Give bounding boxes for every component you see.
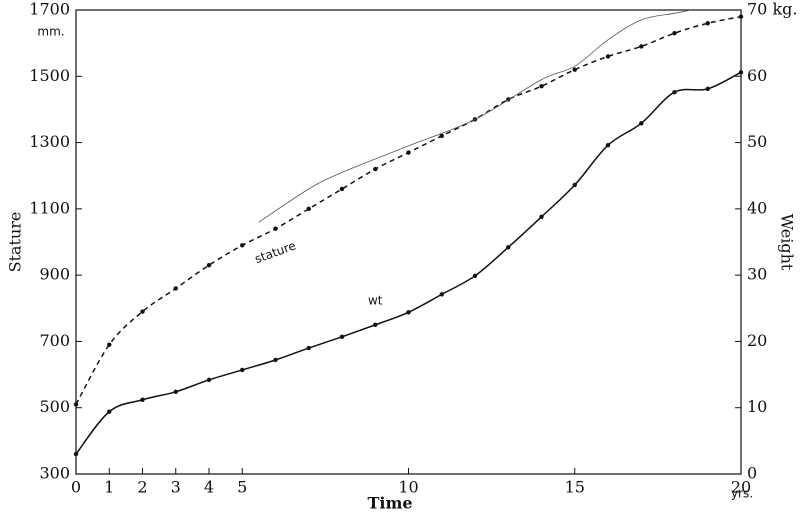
- y2-tick-label: 0: [747, 464, 757, 483]
- x-tick-label: 0: [71, 478, 81, 497]
- y-unit: mm.: [37, 25, 64, 39]
- data-point: [738, 70, 744, 75]
- data-point: [639, 121, 644, 126]
- series-line: [75, 15, 742, 405]
- data-point: [672, 89, 677, 95]
- data-point: [539, 214, 544, 220]
- data-point: [240, 243, 245, 248]
- x-tick-label: 20: [731, 478, 751, 497]
- data-point: [107, 342, 112, 347]
- data-point: [240, 367, 245, 373]
- data-point: [140, 309, 145, 314]
- data-point: [73, 451, 79, 457]
- series-line: [258, 9, 692, 223]
- data-point: [439, 292, 444, 297]
- x-tick-label: 10: [398, 478, 418, 497]
- series-label: wt: [368, 293, 383, 307]
- data-point: [339, 186, 345, 192]
- y2-tick-label: 10: [747, 397, 767, 416]
- data-point: [406, 150, 411, 155]
- data-point: [273, 226, 278, 231]
- data-point: [206, 263, 212, 268]
- x-tick-label: 2: [137, 478, 147, 497]
- data-point: [306, 345, 311, 351]
- plot-frame: [75, 9, 742, 475]
- data-point: [206, 377, 212, 383]
- data-point: [273, 357, 278, 363]
- x-tick-label: 1: [104, 478, 114, 497]
- data-point: [472, 273, 478, 279]
- y-tick-label: 1300: [29, 132, 70, 151]
- data-point: [672, 31, 677, 36]
- y-tick-label: 1500: [29, 66, 70, 85]
- data-point: [339, 334, 345, 339]
- y2-axis-label: Weight: [778, 214, 797, 271]
- y2-tick-label: 20: [747, 331, 767, 350]
- data-point: [539, 84, 544, 89]
- y2-tick-label: 70 kg.: [747, 0, 797, 19]
- data-point: [306, 206, 311, 212]
- x-unit: yrs.: [731, 487, 753, 501]
- data-point: [639, 44, 644, 49]
- data-point: [705, 21, 710, 26]
- data-point: [373, 166, 378, 172]
- data-point: [373, 322, 378, 328]
- data-point: [140, 397, 145, 402]
- y-axis-label: Stature: [6, 212, 25, 273]
- y2-tick-label: 60: [747, 66, 767, 85]
- series-line: [75, 71, 742, 455]
- data-point: [406, 310, 411, 315]
- y-tick-label: 500: [39, 397, 70, 416]
- y-tick-label: 700: [39, 331, 70, 350]
- data-point: [73, 402, 79, 407]
- data-point: [572, 182, 577, 188]
- y-tick-label: 300: [39, 464, 70, 483]
- data-point: [173, 389, 178, 395]
- data-point: [506, 245, 511, 250]
- y-tick-label: 1100: [29, 198, 70, 217]
- data-point: [705, 86, 710, 92]
- data-point: [107, 409, 112, 414]
- x-axis-label: Time: [367, 494, 412, 513]
- y-tick-label: 900: [39, 265, 70, 284]
- data-point: [439, 133, 444, 139]
- x-tick-label: 15: [565, 478, 585, 497]
- y-tick-label: 1700: [29, 0, 70, 19]
- x-tick-label: 5: [237, 478, 247, 497]
- series-label: stature: [253, 238, 298, 266]
- x-tick-label: 3: [171, 478, 181, 497]
- y2-tick-label: 40: [747, 198, 767, 217]
- data-point: [173, 286, 178, 291]
- data-point: [572, 67, 577, 72]
- x-tick-label: 4: [204, 478, 214, 497]
- y2-tick-label: 30: [747, 265, 767, 284]
- data-point: [738, 14, 744, 19]
- data-point: [605, 54, 611, 59]
- y2-tick-label: 50: [747, 132, 767, 151]
- data-point: [605, 143, 611, 148]
